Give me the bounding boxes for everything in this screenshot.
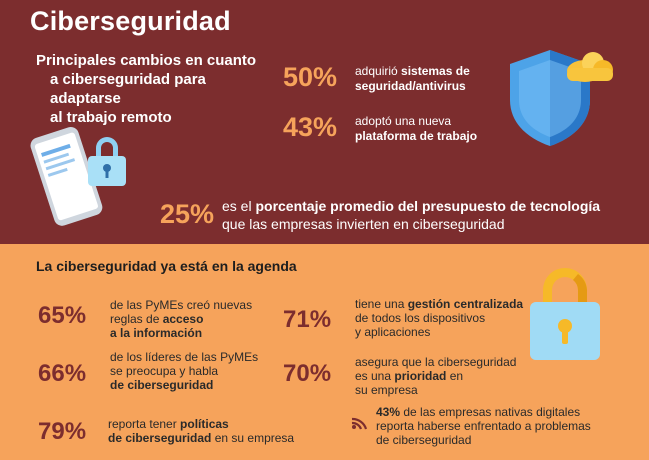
stat-value: 65% <box>38 302 87 329</box>
stat-text: de todos los dispositivos <box>355 311 486 325</box>
stat-value: 70% <box>283 360 332 387</box>
stat-bold-text: sistemas de seguridad/antivirus <box>355 64 470 93</box>
stat-value: 43% <box>283 112 338 142</box>
wifi-signal-icon <box>351 417 368 430</box>
note-description: 43% de las empresas nativas digitales re… <box>376 405 606 447</box>
stat-text: reporta tener <box>108 417 181 431</box>
highlight-text: es el <box>222 198 256 214</box>
stat-bold-text: de ciberseguridad <box>108 431 212 445</box>
stat-text: y aplicaciones <box>355 325 431 339</box>
page-title: Ciberseguridad <box>30 6 231 36</box>
stat-bold-text: gestión centralizada <box>407 297 524 311</box>
note-text: de las empresas nativas digitales <box>400 405 581 419</box>
note-text: de ciberseguridad <box>376 433 472 447</box>
stat-bold-text: plataforma de trabajo <box>355 129 478 143</box>
stat-text: adoptó una nueva <box>355 114 452 128</box>
stat-bold-text: de ciberseguridad <box>110 378 214 392</box>
stat-text: en <box>446 369 464 383</box>
stat-text: en su empresa <box>211 431 295 445</box>
phone-lock-icon <box>30 127 126 226</box>
stat-text: es una <box>355 369 395 383</box>
subtitle-line-3: al trabajo remoto <box>50 109 172 126</box>
stat-text: se preocupa y habla <box>110 364 219 378</box>
highlight-description: es el porcentaje promedio del presupuest… <box>222 197 600 233</box>
stat-value: 71% <box>283 306 332 333</box>
subtitle-line-1: Principales cambios en cuanto <box>36 52 257 69</box>
stat-bold-text: prioridad <box>394 369 447 383</box>
stat-description: de las PyMEs creó nuevas reglas de acces… <box>110 298 252 340</box>
stat-text: su empresa <box>355 383 418 397</box>
stat-description: asegura que la ciberseguridad es una pri… <box>355 355 516 397</box>
stat-description: reporta tener políticas de cibersegurida… <box>108 417 294 445</box>
stat-description: de los líderes de las PyMEs se preocupa … <box>110 350 258 392</box>
highlight-bold-text: porcentaje promedio del presupuesto de t… <box>255 198 601 214</box>
stat-text: reglas de <box>110 312 163 326</box>
top-section: Ciberseguridad Principales cambios en cu… <box>0 0 649 244</box>
stat-bold-text: a la información <box>110 326 203 340</box>
shield-cloud-icon <box>510 50 613 146</box>
highlight-text-2: que las empresas invierten en cibersegur… <box>222 216 505 232</box>
stat-text: tiene una <box>355 297 408 311</box>
note-text: reporta haberse enfrentado a problemas <box>376 419 591 433</box>
stat-text: de los líderes de las PyMEs <box>110 350 259 364</box>
highlight-value: 25% <box>160 199 215 229</box>
stat-description: adquirió sistemas de seguridad/antivirus <box>355 64 495 94</box>
stat-text: adquirió <box>355 64 402 78</box>
stat-value: 50% <box>283 62 338 92</box>
stat-text: de las PyMEs creó nuevas <box>110 298 253 312</box>
agenda-title: La ciberseguridad ya está en la agenda <box>36 258 297 274</box>
padlock-icon <box>530 268 600 360</box>
stat-description: adoptó una nueva plataforma de trabajo <box>355 114 485 144</box>
stat-text: asegura que la ciberseguridad <box>355 355 517 369</box>
subtitle: Principales cambios en cuanto a ciberseg… <box>36 51 266 127</box>
stat-description: tiene una gestión centralizada de todos … <box>355 297 523 339</box>
stat-bold-text: acceso <box>162 312 204 326</box>
stat-value: 66% <box>38 360 87 387</box>
stat-bold-text: políticas <box>180 417 229 431</box>
stat-value: 79% <box>38 418 87 445</box>
note-bold-text: 43% <box>376 405 401 419</box>
subtitle-line-2: a ciberseguridad para adaptarse <box>50 71 206 107</box>
bottom-section: La ciberseguridad ya está en la agenda 6… <box>0 244 649 460</box>
